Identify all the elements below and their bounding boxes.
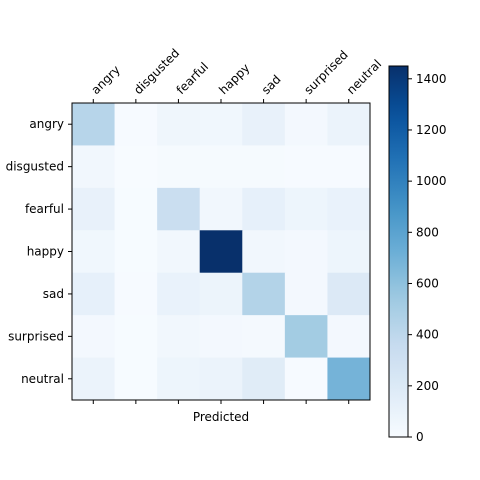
y-tick-label-happy: happy (27, 245, 64, 259)
heatmap-cell-angry-neutral (327, 103, 371, 146)
heatmap-cell-neutral-surprised (284, 357, 328, 401)
heatmap-cell-sad-angry (72, 272, 115, 316)
heatmap-cell-surprised-disgusted (114, 315, 158, 358)
heatmap-cell-disgusted-disgusted (114, 145, 158, 189)
heatmap-cell-fearful-sad (242, 187, 286, 231)
heatmap-cell-surprised-fearful (157, 315, 201, 358)
y-tick-label-angry: angry (29, 117, 64, 131)
heatmap-cell-sad-sad (242, 272, 286, 316)
heatmap-cell-neutral-disgusted (114, 357, 158, 401)
heatmap-cell-angry-happy (199, 103, 243, 146)
heatmap-cell-disgusted-angry (72, 145, 115, 189)
x-tick-label-neutral: neutral (344, 57, 384, 97)
heatmap-cell-happy-fearful (157, 230, 201, 274)
heatmap-cell-neutral-sad (242, 357, 286, 401)
heatmap-cell-angry-sad (242, 103, 286, 146)
y-tick-label-sad: sad (43, 287, 64, 301)
colorbar-tick-label: 1000 (416, 174, 447, 188)
colorbar-tick-label: 200 (416, 379, 439, 393)
heatmap-cell-disgusted-surprised (284, 145, 328, 189)
colorbar-tick-label: 1400 (416, 72, 447, 86)
heatmap-cell-sad-neutral (327, 272, 371, 316)
y-axis-ticks: angry disgusted fearful happy sad surprised ne… (6, 117, 72, 386)
x-tick-label-surprised: surprised (301, 48, 350, 97)
heatmap-cells (72, 103, 371, 401)
y-tick-label-surprised: surprised (8, 329, 64, 343)
colorbar-tick-label: 800 (416, 225, 439, 239)
y-tick-label-disgusted: disgusted (6, 160, 64, 174)
heatmap-cell-neutral-angry (72, 357, 115, 401)
heatmap-cell-fearful-surprised (284, 187, 328, 231)
heatmap-cell-sad-surprised (284, 272, 328, 316)
heatmap-cell-happy-neutral (327, 230, 371, 274)
heatmap-cell-surprised-angry (72, 315, 115, 358)
colorbar: 0 200 400 600 800 1000 1200 1400 (388, 65, 447, 444)
heatmap-cell-surprised-sad (242, 315, 286, 358)
heatmap-cell-fearful-angry (72, 187, 115, 231)
heatmap-cell-happy-angry (72, 230, 115, 274)
heatmap-cell-sad-disgusted (114, 272, 158, 316)
heatmap-cell-sad-happy (199, 272, 243, 316)
heatmap-cell-surprised-neutral (327, 315, 371, 358)
heatmap-cell-happy-happy (199, 230, 243, 274)
heatmap-cell-angry-angry (72, 103, 115, 146)
x-tick-label-sad: sad (259, 72, 284, 97)
y-tick-label-neutral: neutral (21, 372, 64, 386)
heatmap-cell-disgusted-happy (199, 145, 243, 189)
x-tick-label-happy: happy (216, 61, 252, 97)
heatmap-cell-surprised-surprised (284, 315, 328, 358)
heatmap-cell-fearful-neutral (327, 187, 371, 231)
heatmap-cell-disgusted-fearful (157, 145, 201, 189)
heatmap-cell-neutral-fearful (157, 357, 201, 401)
colorbar-tick-label: 400 (416, 328, 439, 342)
heatmap-cell-angry-disgusted (114, 103, 158, 146)
heatmap-cell-angry-surprised (284, 103, 328, 146)
heatmap-cell-happy-sad (242, 230, 286, 274)
colorbar-tick-label: 0 (416, 430, 424, 444)
heatmap-cell-disgusted-sad (242, 145, 286, 189)
x-axis-label: Predicted (193, 410, 249, 424)
heatmap-cell-happy-surprised (284, 230, 328, 274)
colorbar-tick-label: 1200 (416, 123, 447, 137)
x-tick-label-fearful: fearful (174, 60, 212, 98)
heatmap-cell-neutral-neutral (327, 357, 371, 401)
heatmap-cell-neutral-happy (199, 357, 243, 401)
heatmap-cell-angry-fearful (157, 103, 201, 146)
heatmap-cell-fearful-happy (199, 187, 243, 231)
heatmap-cell-sad-fearful (157, 272, 201, 316)
colorbar-gradient (388, 65, 409, 438)
heatmap-cell-surprised-happy (199, 315, 243, 358)
x-tick-label-angry: angry (89, 63, 123, 97)
colorbar-tick-label: 600 (416, 276, 439, 290)
heatmap-cell-happy-disgusted (114, 230, 158, 274)
y-tick-label-fearful: fearful (25, 202, 64, 216)
heatmap-cell-fearful-disgusted (114, 187, 158, 231)
heatmap-cell-fearful-fearful (157, 187, 201, 231)
heatmap-cell-disgusted-neutral (327, 145, 371, 189)
